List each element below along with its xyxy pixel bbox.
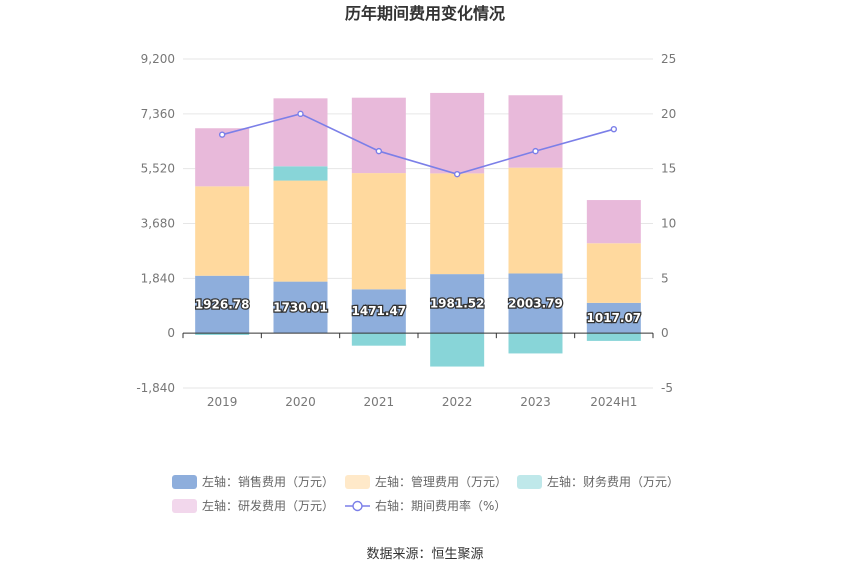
bar-segment-s1-c5 — [586, 243, 641, 303]
axes: -1,840 -5 0 0 1,840 5 3,680 10 5,520 15 7,360 20 9,2… — [136, 52, 676, 409]
sales-value-label: 1730.01 — [273, 300, 328, 314]
bar-segment-s3-c1 — [273, 98, 328, 167]
bar-segment-s2-c1 — [273, 166, 328, 181]
data-source: 数据来源：恒生聚源 — [366, 547, 483, 562]
chart-title: 历年期间费用变化情况 — [345, 4, 505, 23]
bar-segment-s0-c1 — [273, 281, 328, 334]
expense-rate-point — [453, 170, 461, 178]
y-right-tick-label: 5 — [661, 271, 669, 285]
bar-segment-s1-c3 — [430, 173, 485, 275]
legend-swatch — [172, 499, 197, 513]
legend-swatch — [345, 475, 370, 489]
y-right-tick-label: 0 — [661, 326, 669, 340]
expense-rate-point — [532, 147, 539, 155]
y-right-tick-label: 25 — [661, 52, 676, 66]
bar-segment-s2-c3 — [430, 333, 485, 367]
legend-swatch — [172, 475, 197, 489]
x-tick-label: 2021 — [364, 395, 395, 409]
y-left-tick-label: 7,360 — [141, 107, 175, 121]
y-right-tick-label: 10 — [661, 217, 676, 231]
expense-rate-point — [610, 125, 618, 133]
expense-rate-line — [218, 110, 618, 178]
bar-segment-s1-c4 — [508, 167, 563, 274]
legend-label: 左轴：研发费用（万元） — [202, 498, 334, 513]
x-tick-label: 2019 — [207, 395, 238, 409]
bar-segment-s3-c3 — [430, 92, 485, 174]
expense-rate-point — [297, 110, 304, 118]
sales-value-label: 1981.52 — [430, 297, 485, 311]
legend-label: 右轴：期间费用率（%） — [375, 498, 506, 513]
y-left-tick-label: 9,200 — [141, 52, 175, 66]
bar-segment-s1-c2 — [351, 173, 406, 290]
x-tick-label: 2024H1 — [590, 395, 637, 409]
data-labels: 1926.78 1730.01 1471.47 1981.52 2003.79 1017.… — [194, 295, 643, 326]
legend[interactable]: 左轴：销售费用（万元） 左轴：管理费用（万元） 左轴：财务费用（万元） 左轴：研发费用… — [172, 474, 679, 513]
legend-item-4[interactable]: 右轴：期间费用率（%） — [345, 498, 506, 513]
grid-lines — [183, 58, 653, 389]
bar-segment-s1-c1 — [273, 180, 328, 282]
bar-segment-s3-c0 — [195, 128, 250, 187]
y-right-tick-label: 20 — [661, 107, 676, 121]
bar-segment-s2-c4 — [508, 333, 563, 354]
bar-segment-s0-c3 — [430, 274, 485, 334]
legend-item-3[interactable]: 左轴：研发费用（万元） — [172, 498, 334, 513]
bar-segment-s3-c2 — [351, 97, 406, 174]
expense-rate-point — [218, 131, 226, 138]
bar-segment-s0-c4 — [508, 273, 563, 334]
bar-segment-s0-c0 — [195, 275, 250, 334]
sales-value-label: 2003.79 — [508, 296, 563, 310]
legend-marker-swatch — [352, 500, 363, 512]
bar-segment-s2-c5 — [586, 333, 641, 341]
sales-value-label: 1017.07 — [587, 311, 642, 325]
bar-segment-s3-c5 — [586, 200, 641, 244]
legend-item-1[interactable]: 左轴：管理费用（万元） — [345, 474, 507, 489]
bar-segment-s2-c2 — [351, 333, 406, 346]
bars — [195, 92, 641, 367]
bar-segment-s1-c0 — [195, 186, 250, 276]
bar-segment-s0-c5 — [586, 302, 641, 334]
legend-label: 左轴：管理费用（万元） — [375, 474, 507, 489]
expense-rate-polyline — [221, 112, 615, 175]
y-left-tick-label: 5,520 — [141, 162, 175, 176]
legend-item-2[interactable]: 左轴：财务费用（万元） — [517, 474, 679, 489]
expense-rate-point — [375, 147, 383, 155]
y-left-tick-label: 0 — [167, 326, 175, 340]
legend-swatch — [517, 475, 542, 489]
sales-value-label: 1926.78 — [195, 297, 250, 311]
x-tick-label: 2020 — [285, 395, 316, 409]
legend-item-0[interactable]: 左轴：销售费用（万元） — [172, 474, 334, 489]
bar-segment-s0-c2 — [351, 289, 406, 334]
y-left-tick-label: -1,840 — [136, 381, 175, 395]
legend-label: 左轴：销售费用（万元） — [202, 474, 334, 489]
bar-segment-s2-c0 — [195, 333, 250, 335]
y-right-tick-label: 15 — [661, 162, 676, 176]
legend-label: 左轴：财务费用（万元） — [547, 474, 679, 489]
x-tick-label: 2022 — [442, 395, 473, 409]
y-right-tick-label: -5 — [661, 381, 673, 395]
sales-value-label: 1471.47 — [352, 304, 407, 318]
x-tick-label: 2023 — [520, 395, 551, 409]
y-left-tick-label: 1,840 — [141, 271, 175, 285]
y-left-tick-label: 3,680 — [141, 217, 175, 231]
